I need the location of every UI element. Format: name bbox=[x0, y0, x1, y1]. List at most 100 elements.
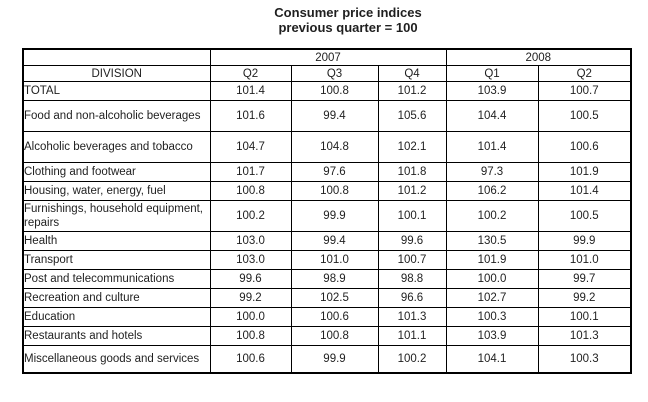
table-row-miscellaneous: Miscellaneous goods and services 100.6 9… bbox=[22, 345, 632, 374]
division-cell: Post and telecommunications bbox=[22, 269, 211, 289]
value-cell: 103.0 bbox=[209, 231, 292, 251]
value-cell: 100.3 bbox=[537, 345, 632, 374]
value-cell: 103.9 bbox=[445, 81, 539, 101]
table-row-furnishings: Furnishings, household equipment, repair… bbox=[22, 200, 632, 232]
value-cell: 96.6 bbox=[377, 288, 447, 308]
value-cell: 99.4 bbox=[290, 231, 379, 251]
value-cell: 130.5 bbox=[445, 231, 539, 251]
year-header-row: 2007 2008 bbox=[22, 48, 632, 66]
value-cell: 100.5 bbox=[537, 100, 632, 132]
value-cell: 101.1 bbox=[377, 326, 447, 346]
value-cell: 102.5 bbox=[290, 288, 379, 308]
value-cell: 101.2 bbox=[377, 181, 447, 201]
value-cell: 100.6 bbox=[537, 131, 632, 163]
title-line-2: previous quarter = 100 bbox=[278, 20, 418, 35]
value-cell: 100.2 bbox=[445, 200, 539, 232]
page-title: Consumer price indices previous quarter … bbox=[48, 5, 648, 35]
value-cell: 101.8 bbox=[377, 162, 447, 182]
table-row-housing: Housing, water, energy, fuel 100.8 100.8… bbox=[22, 181, 632, 201]
table-row-post: Post and telecommunications 99.6 98.9 98… bbox=[22, 269, 632, 289]
value-cell: 98.8 bbox=[377, 269, 447, 289]
value-cell: 101.4 bbox=[537, 181, 632, 201]
value-cell: 100.1 bbox=[537, 307, 632, 327]
division-cell: Housing, water, energy, fuel bbox=[22, 181, 211, 201]
division-cell: Miscellaneous goods and services bbox=[22, 345, 211, 374]
division-cell: Health bbox=[22, 231, 211, 251]
value-cell: 103.0 bbox=[209, 250, 292, 270]
table-row-total: TOTAL 101.4 100.8 101.2 103.9 100.7 bbox=[22, 81, 632, 101]
value-cell: 101.2 bbox=[377, 81, 447, 101]
value-cell: 100.0 bbox=[445, 269, 539, 289]
division-cell: TOTAL bbox=[22, 81, 211, 101]
value-cell: 101.7 bbox=[209, 162, 292, 182]
value-cell: 100.1 bbox=[377, 200, 447, 232]
division-header: DIVISION bbox=[22, 65, 211, 82]
value-cell: 101.0 bbox=[290, 250, 379, 270]
value-cell: 100.6 bbox=[290, 307, 379, 327]
quarter-header: Q1 bbox=[445, 65, 539, 82]
year-header-2007: 2007 bbox=[209, 48, 447, 66]
value-cell: 99.4 bbox=[290, 100, 379, 132]
table-row-food: Food and non-alcoholic beverages 101.6 9… bbox=[22, 100, 632, 132]
value-cell: 99.7 bbox=[537, 269, 632, 289]
year-header-2008: 2008 bbox=[445, 48, 632, 66]
value-cell: 101.4 bbox=[445, 131, 539, 163]
table-row-restaurants: Restaurants and hotels 100.8 100.8 101.1… bbox=[22, 326, 632, 346]
division-cell: Clothing and footwear bbox=[22, 162, 211, 182]
cpi-table: 2007 2008 DIVISION Q2 Q3 Q4 Q1 Q2 TOTAL … bbox=[22, 48, 633, 374]
table-row-clothing: Clothing and footwear 101.7 97.6 101.8 9… bbox=[22, 162, 632, 182]
value-cell: 100.7 bbox=[537, 81, 632, 101]
value-cell: 101.3 bbox=[377, 307, 447, 327]
table-row-health: Health 103.0 99.4 99.6 130.5 99.9 bbox=[22, 231, 632, 251]
division-cell: Restaurants and hotels bbox=[22, 326, 211, 346]
value-cell: 100.8 bbox=[290, 81, 379, 101]
value-cell: 100.5 bbox=[537, 200, 632, 232]
value-cell: 106.2 bbox=[445, 181, 539, 201]
value-cell: 100.8 bbox=[209, 326, 292, 346]
value-cell: 101.9 bbox=[445, 250, 539, 270]
value-cell: 104.1 bbox=[445, 345, 539, 374]
value-cell: 100.2 bbox=[377, 345, 447, 374]
quarter-header: Q3 bbox=[290, 65, 379, 82]
corner-cell bbox=[22, 48, 211, 66]
value-cell: 100.6 bbox=[209, 345, 292, 374]
title-line-1: Consumer price indices bbox=[274, 5, 422, 20]
division-cell: Furnishings, household equipment, repair… bbox=[22, 200, 211, 232]
value-cell: 100.8 bbox=[209, 181, 292, 201]
division-cell: Transport bbox=[22, 250, 211, 270]
value-cell: 100.8 bbox=[290, 181, 379, 201]
value-cell: 105.6 bbox=[377, 100, 447, 132]
value-cell: 98.9 bbox=[290, 269, 379, 289]
value-cell: 100.2 bbox=[209, 200, 292, 232]
value-cell: 99.2 bbox=[209, 288, 292, 308]
table-row-alcohol: Alcoholic beverages and tobacco 104.7 10… bbox=[22, 131, 632, 163]
table-row-recreation: Recreation and culture 99.2 102.5 96.6 1… bbox=[22, 288, 632, 308]
value-cell: 101.9 bbox=[537, 162, 632, 182]
value-cell: 102.7 bbox=[445, 288, 539, 308]
value-cell: 100.0 bbox=[209, 307, 292, 327]
value-cell: 101.6 bbox=[209, 100, 292, 132]
value-cell: 99.9 bbox=[290, 200, 379, 232]
value-cell: 104.4 bbox=[445, 100, 539, 132]
division-cell: Food and non-alcoholic beverages bbox=[22, 100, 211, 132]
value-cell: 97.3 bbox=[445, 162, 539, 182]
value-cell: 99.6 bbox=[377, 231, 447, 251]
value-cell: 101.4 bbox=[209, 81, 292, 101]
quarter-header: Q2 bbox=[209, 65, 292, 82]
table-row-transport: Transport 103.0 101.0 100.7 101.9 101.0 bbox=[22, 250, 632, 270]
division-cell: Alcoholic beverages and tobacco bbox=[22, 131, 211, 163]
division-cell: Recreation and culture bbox=[22, 288, 211, 308]
value-cell: 103.9 bbox=[445, 326, 539, 346]
value-cell: 99.6 bbox=[209, 269, 292, 289]
quarter-header: Q4 bbox=[377, 65, 447, 82]
value-cell: 97.6 bbox=[290, 162, 379, 182]
value-cell: 101.0 bbox=[537, 250, 632, 270]
value-cell: 99.2 bbox=[537, 288, 632, 308]
value-cell: 104.7 bbox=[209, 131, 292, 163]
value-cell: 99.9 bbox=[537, 231, 632, 251]
division-cell: Education bbox=[22, 307, 211, 327]
value-cell: 100.8 bbox=[290, 326, 379, 346]
value-cell: 104.8 bbox=[290, 131, 379, 163]
value-cell: 101.3 bbox=[537, 326, 632, 346]
